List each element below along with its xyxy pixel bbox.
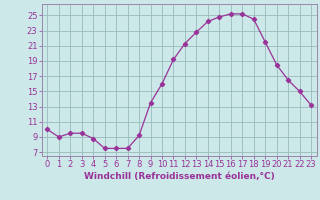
- X-axis label: Windchill (Refroidissement éolien,°C): Windchill (Refroidissement éolien,°C): [84, 172, 275, 181]
